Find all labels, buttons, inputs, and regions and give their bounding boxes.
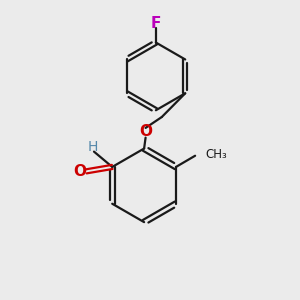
Text: F: F xyxy=(151,16,161,31)
Text: O: O xyxy=(73,164,86,179)
Text: O: O xyxy=(139,124,152,139)
Text: H: H xyxy=(87,140,98,154)
Text: CH₃: CH₃ xyxy=(206,148,227,161)
